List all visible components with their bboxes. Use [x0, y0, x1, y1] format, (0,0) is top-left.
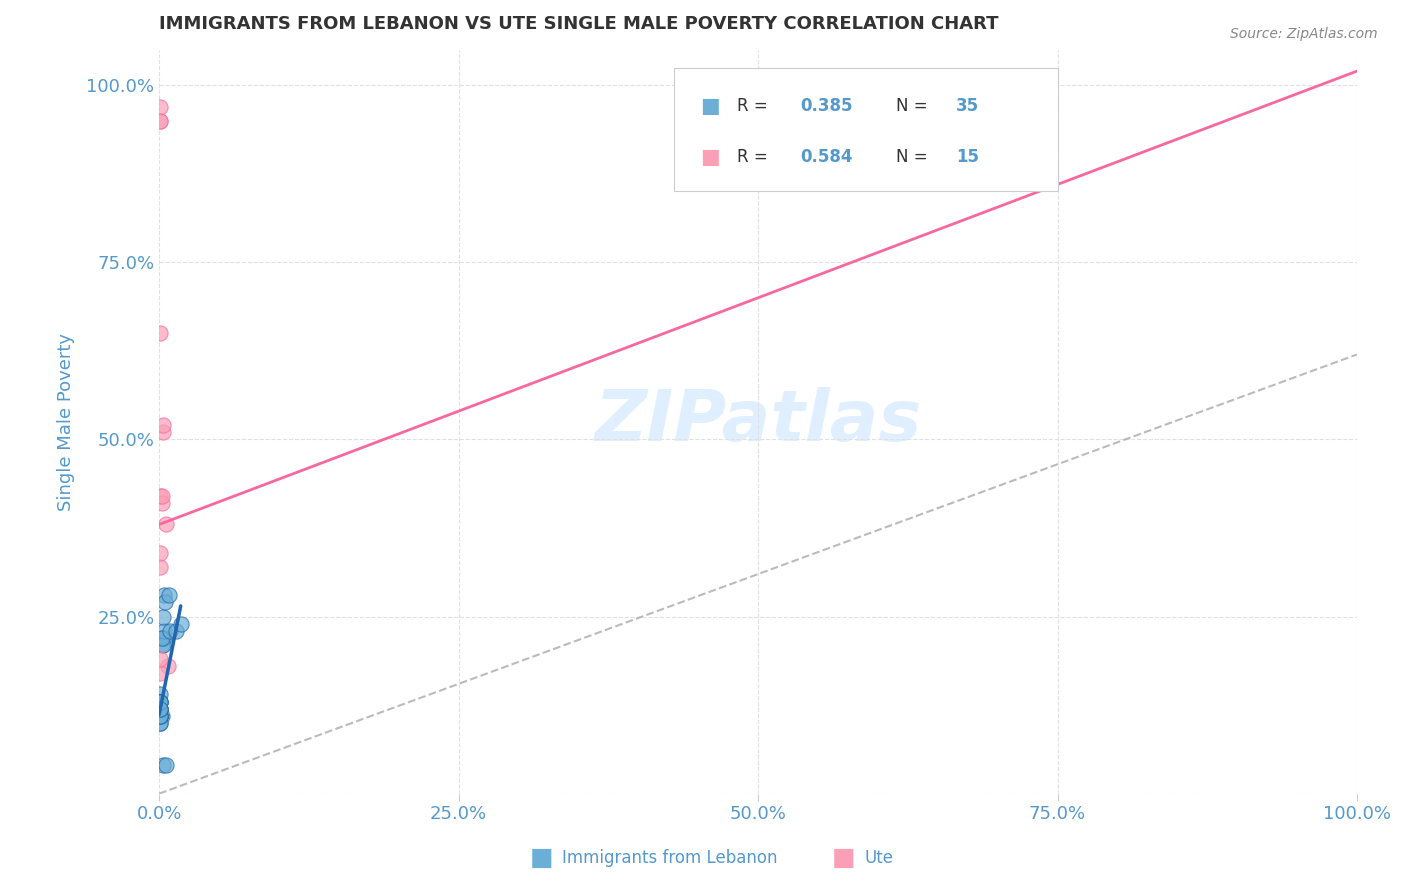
Text: ■: ■ [832, 847, 855, 870]
Point [149, 688, 172, 702]
Point [155, 517, 177, 532]
Text: N =: N = [896, 97, 932, 115]
Point [156, 659, 179, 673]
Text: Source: ZipAtlas.com: Source: ZipAtlas.com [1230, 27, 1378, 41]
Point [150, 631, 173, 645]
Point [149, 695, 172, 709]
Point [149, 113, 172, 128]
Point [149, 715, 172, 730]
Point [153, 588, 176, 602]
Point [152, 638, 174, 652]
Point [149, 489, 172, 503]
Point [149, 546, 172, 560]
Text: ZIPatlas: ZIPatlas [595, 387, 922, 456]
Point [150, 708, 173, 723]
Point [170, 616, 193, 631]
Point [149, 708, 172, 723]
Point [152, 609, 174, 624]
Point [149, 701, 172, 715]
Point [149, 708, 172, 723]
Point [157, 588, 180, 602]
Point [150, 638, 173, 652]
Point [149, 708, 172, 723]
Y-axis label: Single Male Poverty: Single Male Poverty [58, 333, 75, 511]
Point [149, 326, 172, 341]
Point [149, 99, 172, 113]
Text: ■: ■ [700, 147, 720, 167]
Point [149, 666, 172, 681]
Point [149, 701, 172, 715]
Point [153, 624, 176, 638]
Text: ■: ■ [700, 96, 720, 116]
Point [149, 652, 172, 666]
Point [150, 496, 173, 510]
Point [150, 631, 173, 645]
Point [155, 758, 177, 772]
Text: R =: R = [737, 97, 772, 115]
Point [149, 708, 172, 723]
Point [152, 758, 174, 772]
Point [165, 624, 187, 638]
Point [149, 695, 172, 709]
Point [149, 560, 172, 574]
Point [152, 425, 174, 440]
Point [149, 701, 172, 715]
Text: 35: 35 [956, 97, 979, 115]
Text: 0.584: 0.584 [800, 148, 852, 166]
Point [149, 708, 172, 723]
Text: R =: R = [737, 148, 772, 166]
Point [152, 418, 174, 433]
Point [149, 708, 172, 723]
Point [153, 595, 176, 609]
Text: 0.385: 0.385 [800, 97, 852, 115]
Point [149, 695, 172, 709]
Point [153, 631, 176, 645]
Point [159, 624, 181, 638]
Text: ■: ■ [530, 847, 553, 870]
Point [149, 695, 172, 709]
Point [149, 701, 172, 715]
Point [150, 489, 173, 503]
Point [149, 708, 172, 723]
Point [149, 701, 172, 715]
FancyBboxPatch shape [675, 69, 1057, 191]
Text: 15: 15 [956, 148, 979, 166]
Point [149, 715, 172, 730]
Text: IMMIGRANTS FROM LEBANON VS UTE SINGLE MALE POVERTY CORRELATION CHART: IMMIGRANTS FROM LEBANON VS UTE SINGLE MA… [159, 15, 998, 33]
Text: Ute: Ute [865, 849, 894, 867]
Text: N =: N = [896, 148, 932, 166]
Point [149, 113, 172, 128]
Text: Immigrants from Lebanon: Immigrants from Lebanon [562, 849, 778, 867]
